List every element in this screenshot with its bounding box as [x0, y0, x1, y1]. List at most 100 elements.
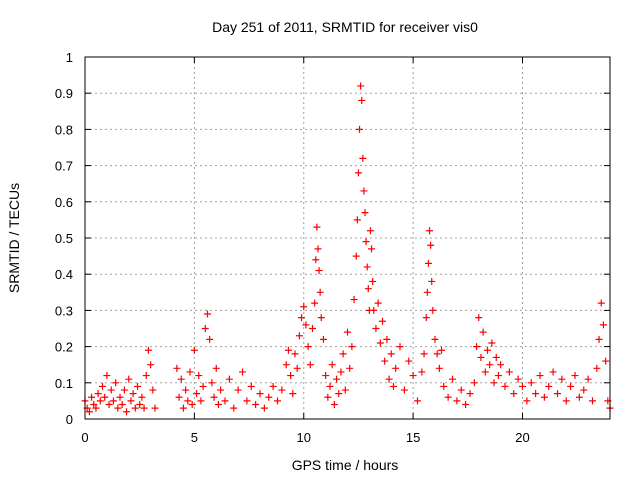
data-point: [252, 401, 260, 409]
data-point: [208, 379, 216, 387]
data-point: [293, 364, 301, 372]
data-point: [364, 285, 372, 293]
data-point: [505, 368, 513, 376]
data-point: [256, 390, 264, 398]
data-point: [473, 343, 481, 351]
data-point: [278, 386, 286, 394]
data-point: [193, 390, 201, 398]
data-point: [392, 364, 400, 372]
data-point: [230, 404, 238, 412]
data-point: [352, 252, 360, 260]
data-point: [142, 372, 150, 380]
data-point: [339, 350, 347, 358]
data-point: [186, 368, 194, 376]
data-point: [527, 379, 535, 387]
data-point: [494, 372, 502, 380]
data-point: [284, 346, 292, 354]
data-point: [136, 401, 144, 409]
data-point: [558, 375, 566, 383]
data-point: [409, 372, 417, 380]
y-tick-label: 0.2: [55, 340, 73, 355]
data-point: [374, 299, 382, 307]
data-point: [140, 404, 148, 412]
x-tick-label: 5: [191, 430, 198, 445]
chart-title: Day 251 of 2011, SRMTID for receiver vis…: [212, 19, 478, 35]
data-point: [333, 375, 341, 383]
data-point: [387, 350, 395, 358]
data-point: [444, 393, 452, 401]
data-point: [449, 375, 456, 383]
data-point: [212, 364, 220, 372]
data-point: [131, 404, 139, 412]
data-point: [204, 310, 211, 318]
data-point: [173, 364, 181, 372]
data-point: [206, 335, 214, 343]
data-point: [602, 357, 610, 365]
x-tick-label: 0: [81, 430, 88, 445]
data-point: [260, 404, 268, 412]
data-point: [554, 390, 561, 398]
data-point: [479, 328, 487, 336]
plot-frame: [84, 56, 611, 420]
data-point: [363, 263, 371, 271]
data-point: [316, 288, 324, 296]
data-point: [177, 375, 185, 383]
data-point: [477, 353, 485, 361]
data-point: [466, 390, 474, 398]
data-point: [190, 346, 198, 354]
data-point: [175, 393, 183, 401]
x-tick-label: 15: [406, 430, 420, 445]
data-point: [575, 393, 583, 401]
data-point: [595, 335, 603, 343]
data-point: [134, 382, 141, 390]
data-point: [312, 256, 320, 264]
data-point: [85, 408, 93, 416]
data-point: [112, 379, 120, 387]
data-point: [103, 372, 111, 380]
data-point: [488, 339, 496, 347]
data-point: [360, 187, 368, 195]
y-tick-label: 0.6: [55, 195, 73, 210]
y-tick-label: 0.7: [55, 159, 73, 174]
data-point: [125, 375, 133, 383]
data-point: [300, 303, 308, 311]
data-point: [337, 368, 345, 376]
data-point: [486, 361, 494, 369]
data-point: [138, 393, 146, 401]
data-point: [418, 368, 426, 376]
data-point: [234, 386, 242, 394]
data-point: [295, 332, 303, 340]
y-tick-label: 0.1: [55, 376, 73, 391]
data-point: [453, 397, 461, 405]
data-point: [144, 346, 152, 354]
data-point: [470, 379, 478, 387]
data-point: [362, 238, 370, 246]
data-point: [109, 397, 117, 405]
data-point: [593, 364, 601, 372]
data-point: [116, 393, 124, 401]
data-point: [182, 386, 190, 394]
data-point: [580, 386, 588, 394]
data-point: [519, 382, 526, 390]
data-point: [514, 375, 522, 383]
data-point: [214, 401, 222, 409]
data-point: [328, 361, 336, 369]
data-point: [291, 350, 299, 358]
data-point: [306, 361, 314, 369]
data-point: [428, 277, 436, 285]
data-point: [389, 382, 397, 390]
data-point: [396, 343, 404, 351]
data-point: [540, 393, 548, 401]
data-point: [490, 379, 498, 387]
data-point: [120, 386, 128, 394]
data-point: [599, 321, 607, 329]
data-point: [179, 404, 187, 412]
data-point: [94, 390, 102, 398]
data-point: [358, 96, 366, 104]
data-point: [199, 382, 207, 390]
data-point: [217, 386, 225, 394]
data-point: [427, 241, 435, 249]
data-point: [589, 397, 596, 405]
